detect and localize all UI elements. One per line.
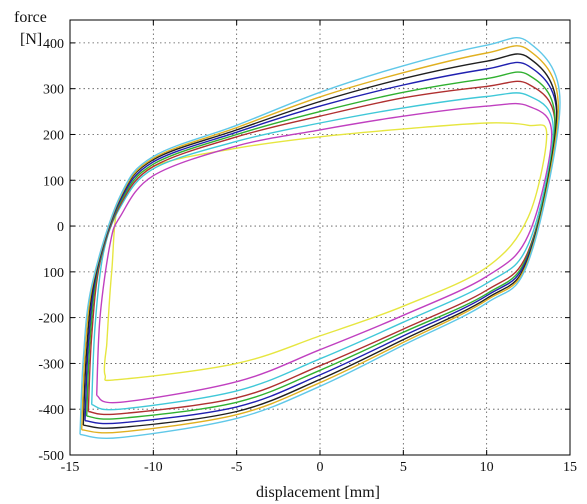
y-tick-label: 100 bbox=[43, 266, 64, 281]
x-tick-label: -5 bbox=[231, 460, 243, 475]
x-tick-label: -10 bbox=[144, 460, 163, 475]
y-tick-label: 100 bbox=[43, 174, 64, 189]
hysteresis-curves bbox=[79, 37, 561, 440]
y-tick-label: -300 bbox=[38, 357, 64, 372]
hysteresis-loop-3 bbox=[91, 92, 554, 411]
y-tick-label: 300 bbox=[43, 83, 64, 98]
hysteresis-loop-5 bbox=[86, 71, 556, 420]
x-tick-label: 5 bbox=[400, 460, 407, 475]
y-tick-label: -400 bbox=[38, 403, 64, 418]
y-tick-label: -500 bbox=[38, 449, 64, 464]
y-tick-label: 200 bbox=[43, 128, 64, 143]
x-tick-label: 10 bbox=[480, 460, 494, 475]
y-tick-label: -200 bbox=[38, 312, 64, 327]
x-axis-title: displacement [mm] bbox=[256, 484, 380, 501]
hysteresis-loop-4 bbox=[87, 80, 556, 416]
y-axis-title-line1: force bbox=[14, 9, 47, 26]
x-tick-label: 15 bbox=[563, 460, 577, 475]
y-tick-label: 0 bbox=[57, 220, 64, 235]
hysteresis-loop-9 bbox=[79, 37, 561, 440]
y-axis-title-line2: [N] bbox=[20, 31, 42, 48]
y-tick-label: 400 bbox=[43, 37, 64, 52]
axis-ticks: -15 -10 -5 0 5 10 15 -500 -400 -300 -200 100 0 100 200… bbox=[38, 20, 577, 475]
x-tick-label: 0 bbox=[317, 460, 324, 475]
hysteresis-loop-2 bbox=[96, 102, 553, 404]
hysteresis-loop-6 bbox=[84, 61, 558, 425]
x-tick-label: -15 bbox=[61, 460, 80, 475]
